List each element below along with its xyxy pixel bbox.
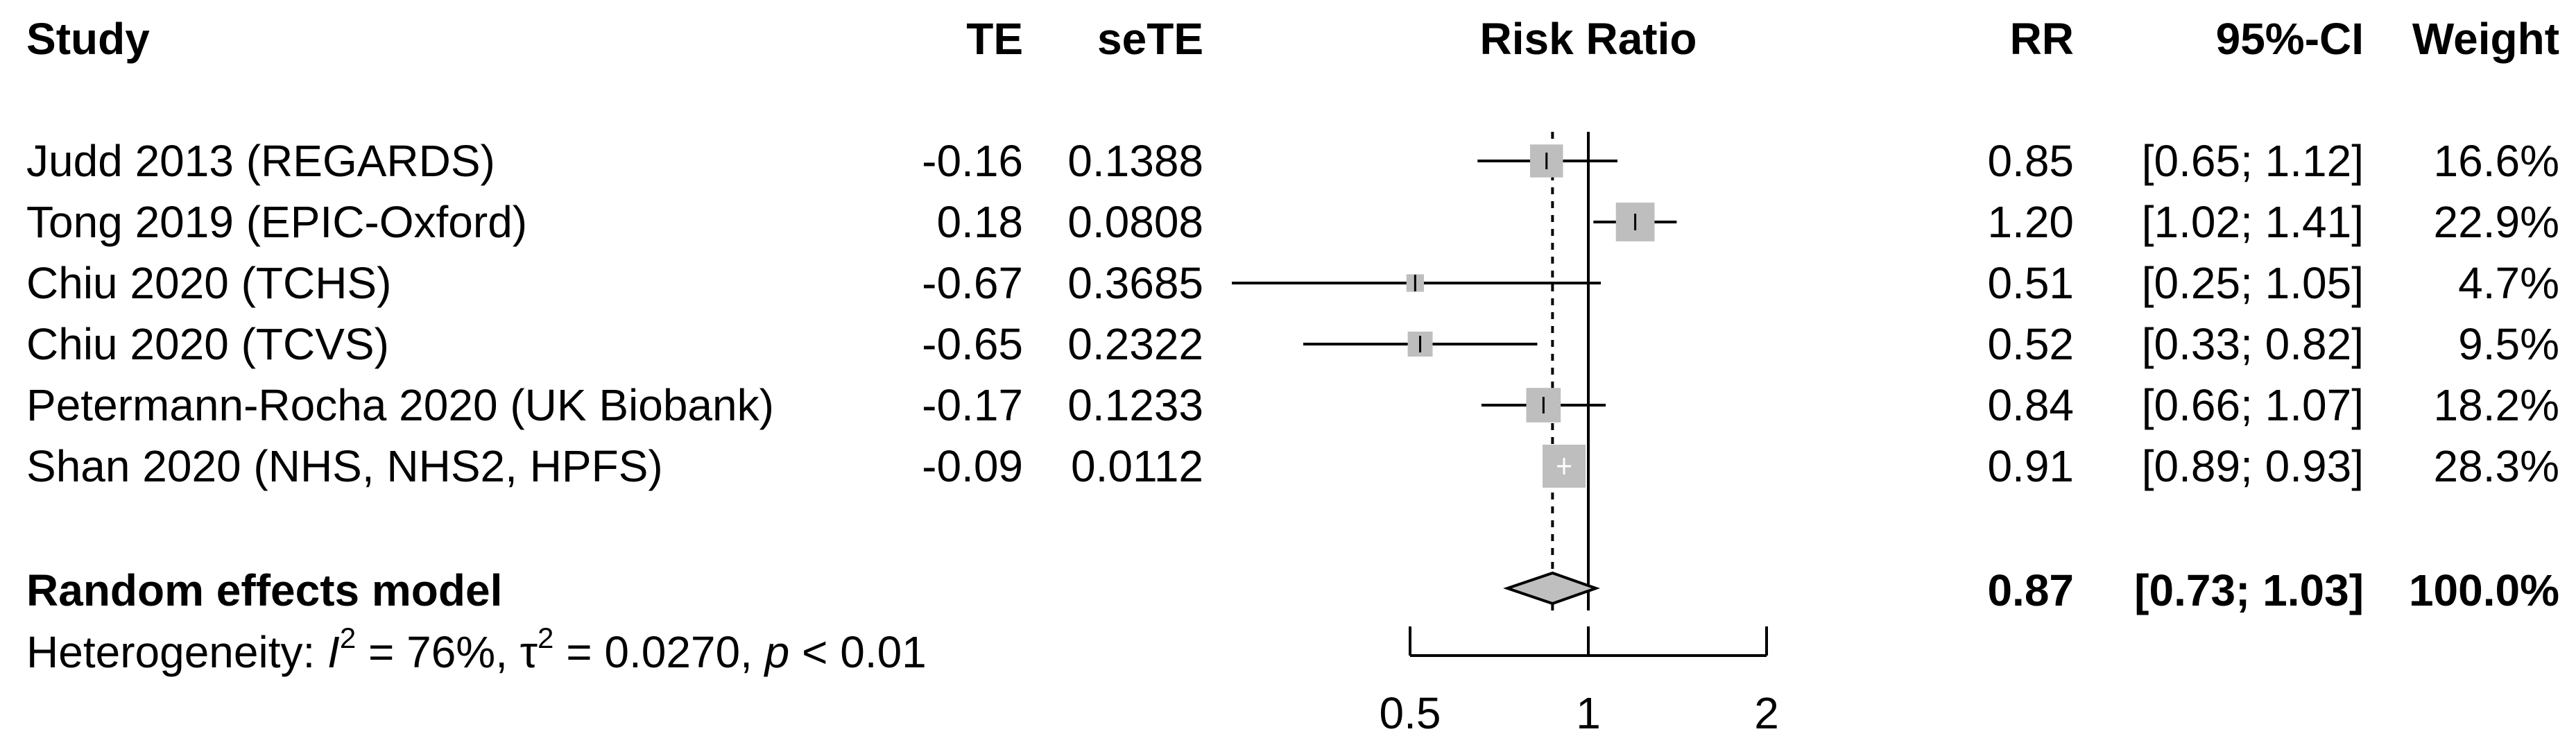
study-te: -0.65: [922, 319, 1023, 369]
pooled-weight: 100.0%: [2409, 565, 2559, 615]
pooled-row: Random effects model 0.87 [0.73; 1.03] 1…: [26, 565, 2559, 615]
heterogeneity-text: Heterogeneity: I2 = 76%, τ2 = 0.0270, p …: [26, 622, 927, 677]
het-p-value: < 0.01: [789, 627, 927, 677]
het-tau-symbol: τ: [520, 627, 538, 677]
study-name: Judd 2013 (REGARDS): [26, 136, 495, 186]
x-tick-label: 0.5: [1380, 688, 1441, 738]
pooled-ci: [0.73; 1.03]: [2134, 565, 2364, 615]
header-rr: RR: [2010, 14, 2074, 64]
study-rr: 0.51: [1987, 258, 2074, 308]
study-te: -0.16: [922, 136, 1023, 186]
study-weight: 28.3%: [2434, 441, 2559, 491]
study-rr: 1.20: [1987, 197, 2074, 247]
het-p-symbol: p: [764, 627, 790, 677]
study-rr: 0.91: [1987, 441, 2074, 491]
study-te: -0.09: [922, 441, 1023, 491]
study-weight: 18.2%: [2434, 380, 2559, 430]
header-sete: seTE: [1097, 14, 1203, 64]
study-rows: Judd 2013 (REGARDS) -0.16 0.1388 0.85 [0.65;…: [26, 136, 2559, 491]
study-name: Tong 2019 (EPIC-Oxford): [26, 197, 527, 247]
study-sete: 0.1233: [1067, 380, 1203, 430]
study-ci: [0.89; 0.93]: [2142, 441, 2364, 491]
study-sete: 0.0808: [1067, 197, 1203, 247]
study-name: Shan 2020 (NHS, NHS2, HPFS): [26, 441, 663, 491]
study-name: Chiu 2020 (TCHS): [26, 258, 391, 308]
study-weight: 4.7%: [2458, 258, 2559, 308]
header-plot: Risk Ratio: [1480, 14, 1697, 64]
study-te: -0.67: [922, 258, 1023, 308]
study-weight: 16.6%: [2434, 136, 2559, 186]
study-ci: [0.66; 1.07]: [2142, 380, 2364, 430]
study-name: Chiu 2020 (TCVS): [26, 319, 389, 369]
study-sete: 0.1388: [1067, 136, 1203, 186]
het-tau2-value: = 0.0270,: [553, 627, 764, 677]
x-tick-label: 1: [1576, 688, 1601, 738]
study-te: -0.17: [922, 380, 1023, 430]
study-name: Petermann-Rocha 2020 (UK Biobank): [26, 380, 774, 430]
het-tau-sup: 2: [538, 622, 553, 654]
pooled-label: Random effects model: [26, 565, 502, 615]
study-rr: 0.85: [1987, 136, 2074, 186]
study-ci: [0.65; 1.12]: [2142, 136, 2364, 186]
het-prefix: Heterogeneity:: [26, 627, 327, 677]
x-axis: 0.5 1 2: [1380, 626, 1779, 738]
header-ci: 95%-CI: [2216, 14, 2364, 64]
het-i-sup: 2: [340, 622, 356, 654]
header-weight: Weight: [2412, 14, 2559, 64]
study-sete: 0.2322: [1067, 319, 1203, 369]
pooled-rr: 0.87: [1987, 565, 2074, 615]
het-i-symbol: I: [327, 627, 340, 677]
study-rr: 0.84: [1987, 380, 2074, 430]
header-row: Study TE seTE Risk Ratio RR 95%-CI Weigh…: [26, 14, 2559, 64]
study-sete: 0.3685: [1067, 258, 1203, 308]
het-i2-value: = 76%,: [356, 627, 520, 677]
x-tick-label: 2: [1754, 688, 1779, 738]
study-sete: 0.0112: [1071, 441, 1203, 491]
study-ci: [0.25; 1.05]: [2142, 258, 2364, 308]
pooled-diamond: [1503, 571, 1600, 606]
study-ci: [0.33; 0.82]: [2142, 319, 2364, 369]
study-te: 0.18: [936, 197, 1023, 247]
header-study: Study: [26, 14, 150, 64]
plot-marks: [1232, 132, 1677, 610]
study-weight: 22.9%: [2434, 197, 2559, 247]
study-rr: 0.52: [1987, 319, 2074, 369]
header-te: TE: [966, 14, 1023, 64]
study-ci: [1.02; 1.41]: [2142, 197, 2364, 247]
study-weight: 9.5%: [2458, 319, 2559, 369]
